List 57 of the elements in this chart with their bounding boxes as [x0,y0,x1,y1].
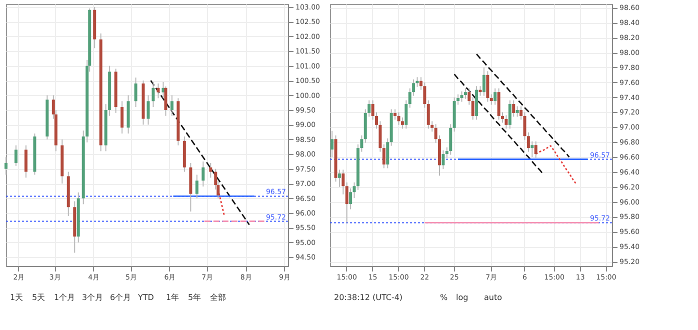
candlestick [330,130,334,158]
candlestick [146,94,150,126]
candlestick [195,174,198,199]
text: 全部 [210,293,226,302]
candlestick [345,182,348,224]
candlestick [482,66,486,96]
candlestick [460,90,464,102]
candlestick [534,140,538,158]
text: 1天 [10,293,24,302]
candlestick [24,144,28,178]
candlestick [508,100,512,130]
candlestick [497,88,500,120]
candlestick [14,144,18,166]
candlestick [486,70,490,102]
candlestick [342,169,345,195]
candlestick [404,100,408,130]
text: 5天 [32,293,46,302]
text: log [456,293,468,302]
candlestick [530,140,534,158]
text: YTD [137,293,154,302]
text: 1个月 [54,293,76,302]
text: 5年 [188,293,202,302]
candlestick [386,138,390,169]
candlestick [516,106,519,118]
candlestick [442,150,445,170]
candlestick [164,86,168,116]
candlestick [464,88,467,100]
candlestick [468,88,471,106]
candlestick [382,144,386,169]
candlestick [120,100,124,134]
candlestick [400,116,404,130]
candlestick [397,112,400,126]
candlestick [512,100,516,118]
candlestick [504,114,508,130]
candlestick [449,124,452,156]
candlestick [494,88,497,106]
candlestick [156,82,160,99]
text: 3个月 [82,293,104,302]
candlestick [490,94,493,106]
candlestick [209,162,212,178]
candlestick [471,96,474,120]
text: 1年 [166,293,180,302]
candlestick [134,77,138,108]
line-series [535,145,578,186]
candlestick [426,100,430,130]
candlestick [170,94,174,116]
candlestick [152,82,155,108]
text: % [440,293,448,302]
text: 6个月 [110,293,132,302]
candlestick [202,160,205,188]
text: 20:38:12 (UTC-4) [334,293,403,302]
candlestick [338,169,341,188]
line-series [476,53,570,158]
text: auto [484,293,502,302]
candlestick [349,188,352,210]
line-series [454,73,544,175]
candlestick [4,156,8,176]
